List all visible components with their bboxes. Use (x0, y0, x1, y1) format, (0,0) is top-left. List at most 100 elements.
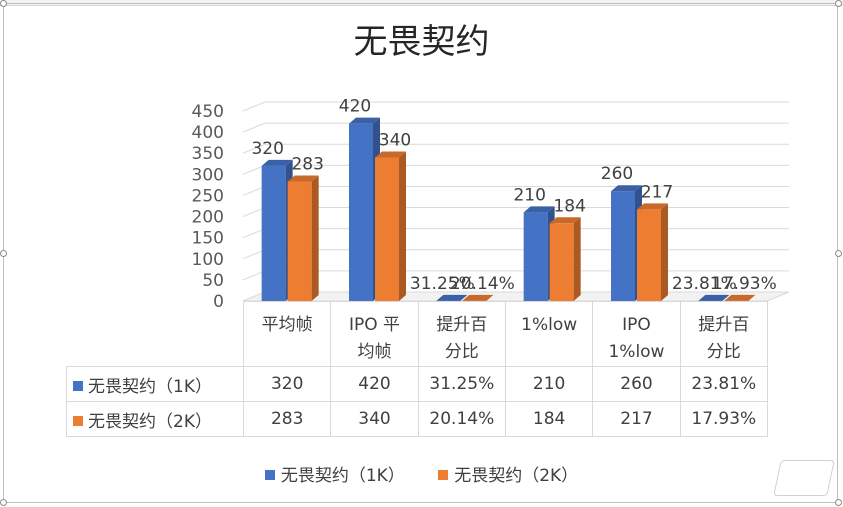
data-label: 340 (379, 130, 411, 150)
bar-top (549, 217, 581, 224)
bar-top (637, 203, 668, 210)
bar (375, 157, 399, 301)
data-label: 20.14% (450, 274, 515, 294)
data-table-row: 无畏契约（1K） 320 420 31.25% 210 260 23.81% (66, 366, 768, 402)
watermark-logo (773, 460, 835, 496)
bar-top (349, 117, 380, 124)
data-table-row: 无畏契约（2K） 283 340 20.14% 184 217 17.93% (66, 401, 768, 437)
y-tick-label: 450 (192, 102, 224, 122)
gridline-depth (242, 207, 266, 218)
resize-handle-bottom-left[interactable] (0, 499, 7, 506)
data-table-value: 340 (330, 401, 419, 437)
bar-side (573, 217, 581, 301)
legend-entry[interactable]: 无畏契约（1K） (264, 461, 405, 486)
bar-side (722, 294, 730, 301)
gridline-depth (242, 270, 266, 281)
y-tick-label: 350 (192, 144, 224, 164)
data-table-category: 提升百分比 (679, 301, 768, 367)
legend-label: 无畏契约（1K） (280, 466, 405, 486)
bar-side (661, 203, 668, 301)
gridline-depth (242, 228, 266, 239)
data-table-series-name: 无畏契约（1K） (66, 366, 244, 402)
data-table-category: 平均帧 (242, 301, 332, 367)
y-tick-label: 300 (192, 165, 224, 185)
data-table-value: 23.81% (679, 366, 768, 402)
data-table-series-name: 无畏契约（2K） (66, 401, 244, 437)
bar-top (611, 185, 642, 192)
legend-entry[interactable]: 无畏契约（2K） (438, 461, 578, 486)
resize-handle-top-left[interactable] (0, 0, 7, 7)
bar-top (287, 175, 319, 182)
bar-top (724, 294, 756, 301)
data-table-value: 184 (504, 401, 594, 437)
bar-top (698, 294, 730, 301)
data-label: 260 (601, 164, 633, 184)
chart-title: 无畏契约 (353, 22, 490, 62)
bar-top (436, 294, 468, 301)
data-label: 320 (251, 139, 283, 159)
data-table-category: IPO 1%low (592, 301, 681, 367)
data-table-corner (66, 301, 244, 367)
y-tick-label: 250 (192, 186, 224, 206)
data-table-value: 420 (330, 366, 419, 402)
data-table-value: 217 (592, 401, 681, 437)
data-label: 217 (641, 182, 673, 202)
resize-handle-right[interactable] (835, 250, 842, 257)
y-tick-label: 150 (192, 229, 224, 249)
legend[interactable]: 无畏契约（1K） 无畏契约（2K） (0, 461, 843, 486)
data-table-value: 320 (242, 366, 332, 402)
data-table-value: 31.25% (417, 366, 506, 402)
bar (261, 165, 286, 301)
y-tick-label: 100 (192, 250, 224, 270)
resize-handle-left[interactable] (0, 250, 7, 257)
y-tick-label: 200 (192, 208, 224, 228)
data-label: 31.25% (410, 274, 475, 294)
legend-label: 无畏契约（2K） (454, 466, 579, 486)
gridline-depth (242, 249, 266, 260)
bar-top (523, 206, 555, 213)
series-name-label: 无畏契约（1K） (88, 376, 212, 397)
bar-side (486, 294, 494, 301)
gridline-depth (242, 164, 266, 175)
bar (349, 123, 373, 302)
bar (637, 209, 661, 301)
bar-top (462, 294, 494, 301)
bar-top (375, 151, 406, 158)
bar (287, 181, 312, 301)
gridline-depth (242, 143, 266, 154)
bar-side (748, 294, 756, 301)
data-table-category: IPO 平均帧 (330, 301, 419, 367)
bar-side (311, 175, 319, 301)
bar-side (399, 151, 406, 301)
series-name-label: 无畏契约（2K） (88, 411, 212, 432)
data-table-header-row: 平均帧 IPO 平均帧 提升百分比 1%low IPO 1%low 提升百分比 (66, 301, 768, 367)
data-table-category: 提升百分比 (417, 301, 506, 367)
data-label: 420 (339, 97, 371, 117)
series-key-icon (73, 380, 83, 391)
bar (611, 191, 635, 301)
data-table-value: 20.14% (417, 401, 506, 437)
bar-top (261, 159, 293, 166)
data-label: 184 (553, 196, 585, 216)
bar (523, 212, 548, 301)
data-table-category: 1%low (504, 301, 594, 367)
data-table-value: 260 (592, 366, 681, 402)
gridline-depth (242, 122, 266, 133)
series-key-icon (73, 415, 83, 426)
y-tick-label: 50 (202, 271, 224, 291)
bar-side (460, 294, 468, 301)
data-table: 平均帧 IPO 平均帧 提升百分比 1%low IPO 1%low 提升百分比 无畏契约（… (66, 301, 768, 437)
gridline-depth (242, 185, 266, 196)
data-table-value: 283 (242, 401, 332, 437)
data-table-value: 210 (504, 366, 594, 402)
data-label: 23.81% (672, 274, 737, 294)
y-tick-label: 400 (192, 123, 224, 143)
data-label: 210 (513, 185, 545, 205)
resize-handle-top-right[interactable] (835, 0, 842, 7)
legend-swatch-icon (438, 470, 449, 480)
data-label: 283 (291, 155, 323, 175)
data-label: 17.93% (712, 274, 777, 294)
bar (549, 223, 574, 301)
resize-handle-bottom-right[interactable] (835, 499, 842, 506)
